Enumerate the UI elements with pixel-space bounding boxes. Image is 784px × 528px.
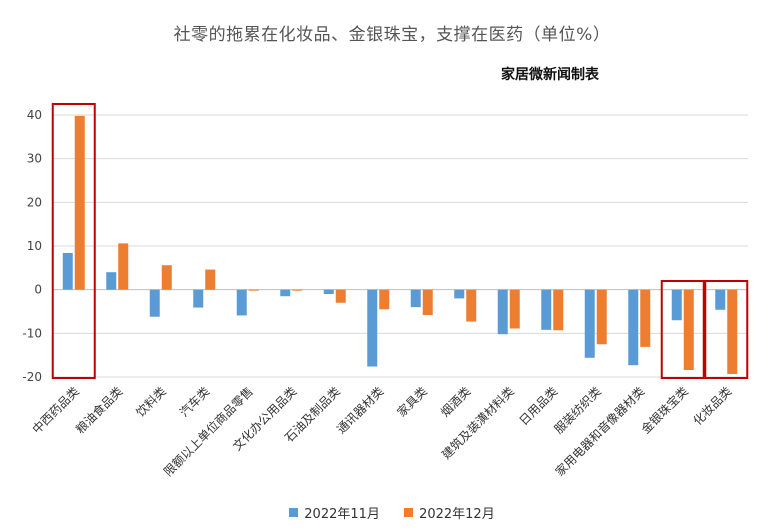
legend: 2022年11月 2022年12月 xyxy=(0,503,784,522)
bar-series-2 xyxy=(335,289,346,303)
y-tick-label: 40 xyxy=(27,108,42,122)
bar-series-1 xyxy=(149,289,160,317)
bar-series-2 xyxy=(248,289,259,291)
highlight-boxes xyxy=(51,103,749,379)
bar-series-2 xyxy=(118,243,129,290)
bar-series-1 xyxy=(236,289,247,316)
bar-series-2 xyxy=(727,289,738,374)
bar-series-1 xyxy=(497,289,508,335)
bar-series-1 xyxy=(193,289,204,308)
bar-series-1 xyxy=(541,289,552,330)
bar-series-1 xyxy=(106,272,117,290)
bars xyxy=(62,115,738,374)
bar-series-2 xyxy=(292,289,303,291)
bar-series-1 xyxy=(367,289,378,367)
bar-series-2 xyxy=(205,269,216,290)
chart-title: 社零的拖累在化妆品、金银珠宝，支撑在医药（单位%） xyxy=(173,25,611,45)
legend-swatch-series-2 xyxy=(404,508,414,517)
watermark-text: 家居微新闻制表 xyxy=(501,67,599,83)
bar-series-2 xyxy=(422,289,433,315)
legend-swatch-series-1 xyxy=(289,508,299,517)
legend-item-series-1: 2022年11月 xyxy=(289,503,380,522)
y-tick-label: 30 xyxy=(27,152,42,166)
bar-series-1 xyxy=(715,289,726,310)
highlight-box xyxy=(51,103,96,379)
y-tick-label: 0 xyxy=(34,283,42,297)
bar-series-1 xyxy=(628,289,639,366)
bar-series-2 xyxy=(553,289,564,331)
legend-item-series-2: 2022年12月 xyxy=(404,503,495,522)
bar-series-2 xyxy=(640,289,651,347)
x-tick-label: 粮油食品类 xyxy=(72,384,125,437)
x-tick-label: 通讯器材类 xyxy=(334,384,386,436)
highlight-box xyxy=(704,280,749,379)
x-tick-label: 汽车类 xyxy=(176,384,212,420)
x-tick-label: 饮料类 xyxy=(134,384,169,419)
y-axis: -20 -10 0 10 20 30 40 xyxy=(22,108,42,384)
x-tick-label: 建筑及装潢材料类 xyxy=(438,384,516,462)
bar-series-2 xyxy=(379,289,390,310)
bar-series-2 xyxy=(161,265,172,290)
legend-label-series-1: 2022年11月 xyxy=(304,507,380,522)
bar-series-1 xyxy=(62,252,73,290)
x-tick-label: 家具类 xyxy=(394,384,430,420)
x-tick-label: 化妆品类 xyxy=(691,384,735,428)
bar-series-1 xyxy=(280,289,291,297)
bar-series-1 xyxy=(323,289,334,295)
bar-series-2 xyxy=(596,289,607,345)
legend-label-series-2: 2022年12月 xyxy=(419,507,495,522)
bar-series-2 xyxy=(509,289,520,329)
bar-series-2 xyxy=(683,289,694,371)
bar-series-1 xyxy=(671,289,682,321)
bar-series-1 xyxy=(410,289,421,308)
y-tick-label: -10 xyxy=(22,326,42,340)
bar-series-1 xyxy=(584,289,595,358)
bar-series-2 xyxy=(74,115,85,290)
x-tick-label: 烟酒类 xyxy=(438,384,473,419)
y-tick-label: -20 xyxy=(22,370,42,384)
y-tick-label: 10 xyxy=(27,239,42,253)
bar-series-1 xyxy=(454,289,465,299)
highlight-box xyxy=(660,280,705,379)
bar-series-2 xyxy=(466,289,477,322)
y-tick-label: 20 xyxy=(27,195,42,209)
x-tick-label: 金银珠宝类 xyxy=(638,384,691,437)
x-tick-label: 日用品类 xyxy=(517,384,561,428)
